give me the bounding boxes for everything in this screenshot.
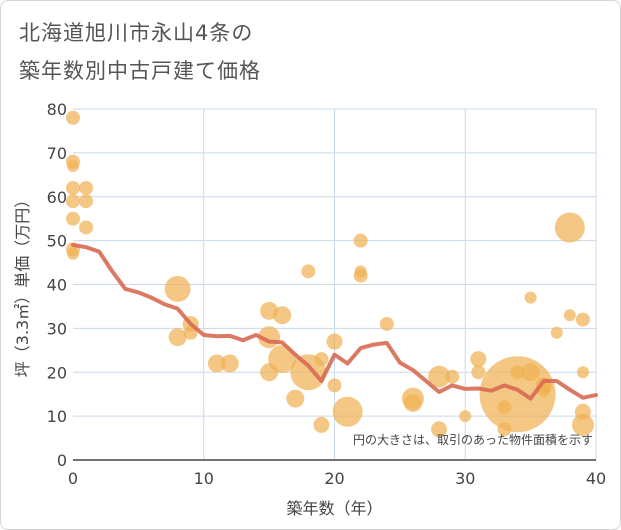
bubble-size-note: 円の大きさは、取引のあった物件面積を示す (353, 432, 593, 447)
bubble-point-54 (576, 366, 589, 379)
bubble-point-56 (571, 413, 594, 436)
bubble-point-16 (220, 354, 239, 373)
bubble-point-5 (66, 211, 80, 226)
bubble-point-0 (66, 110, 80, 125)
average-price-line (71, 243, 598, 401)
bubble-point-52 (563, 309, 576, 322)
y-tick-label-60: 60 (47, 188, 67, 207)
y-axis-ticks: 0 10 20 30 40 50 60 70 80 (47, 100, 67, 470)
bubble-point-28 (327, 378, 342, 393)
y-tick-label-10: 10 (47, 407, 67, 426)
bubble-point-38 (445, 369, 460, 384)
bubble-point-39 (459, 410, 472, 423)
bubble-point-29 (332, 396, 363, 427)
bubble-point-41 (471, 365, 486, 380)
y-tick-label-20: 20 (47, 363, 67, 382)
bubble-point-2 (67, 160, 79, 173)
x-tick-label-40: 40 (586, 469, 606, 488)
bubble-point-23 (301, 264, 316, 279)
chart-title-line2: 築年数別中古戸建て価格 (19, 59, 261, 83)
bubble-point-47 (521, 363, 540, 382)
bubble-point-3 (66, 180, 80, 195)
bubble-point-45 (510, 365, 525, 380)
bubble-point-22 (286, 389, 305, 408)
x-tick-label-0: 0 (68, 469, 78, 488)
y-tick-label-40: 40 (47, 276, 67, 295)
bubble-point-21 (268, 345, 297, 374)
x-tick-label-10: 10 (194, 469, 214, 488)
bubble-point-26 (313, 416, 330, 433)
bubble-point-10 (79, 220, 94, 235)
y-tick-label-0: 0 (57, 451, 67, 470)
bubble-point-9 (79, 194, 94, 209)
x-axis-ticks: 0 10 20 30 40 (68, 469, 606, 488)
bubble-point-12 (168, 328, 187, 347)
y-tick-label-70: 70 (47, 144, 67, 163)
x-tick-label-30: 30 (455, 469, 475, 488)
bubble-point-37 (431, 421, 448, 438)
bubble-point-25 (314, 352, 329, 367)
y-tick-label-50: 50 (47, 232, 67, 251)
bubble-point-36 (428, 365, 451, 388)
y-axis-label: 坪（3.3㎡）単価（万円） (13, 192, 32, 377)
bubble-point-8 (79, 180, 94, 195)
bubble-point-35 (403, 393, 422, 412)
y-tick-label-30: 30 (47, 319, 67, 338)
chart-title-line1: 北海道旭川市永山4条の (19, 21, 254, 45)
average-line-series (71, 243, 598, 401)
bubble-point-33 (379, 316, 394, 331)
bubble-point-30 (353, 233, 368, 248)
bubble-point-32 (353, 268, 368, 283)
y-tick-label-80: 80 (47, 100, 67, 119)
bubble-point-20 (273, 306, 292, 325)
bubble-point-27 (326, 333, 343, 350)
bubble-point-51 (554, 212, 585, 243)
bubble-point-15 (207, 354, 226, 373)
bubble-point-46 (524, 291, 537, 304)
x-tick-label-20: 20 (324, 469, 344, 488)
bubble-point-7 (67, 247, 79, 260)
bubble-point-4 (66, 194, 80, 209)
x-axis-label: 築年数（年） (286, 499, 382, 518)
bubble-point-11 (164, 275, 191, 302)
bubble-point-53 (575, 312, 590, 327)
bubble-point-40 (470, 351, 487, 368)
bubble-point-50 (550, 326, 563, 339)
